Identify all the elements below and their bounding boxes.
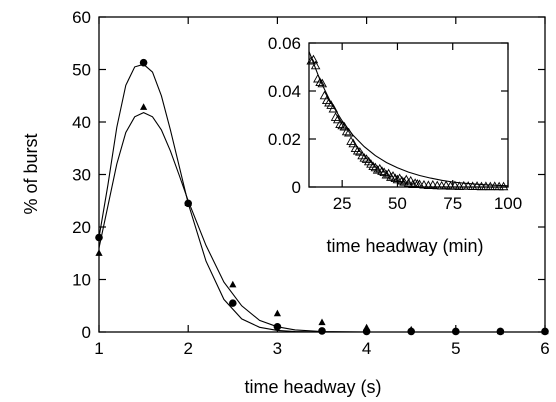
inset-open-triangle-point <box>412 178 423 188</box>
inset-open-triangle-point <box>359 153 370 162</box>
inset-open-triangle-point <box>410 178 420 187</box>
inset-x-tick-label: 100 <box>494 194 522 213</box>
inset-open-triangle-point <box>386 172 396 181</box>
inset-open-triangle-point <box>372 165 383 174</box>
main-fit-curve-2 <box>98 63 545 333</box>
inset-open-triangle-point <box>481 181 491 190</box>
inset-open-triangle-point <box>306 55 316 65</box>
inset-open-triangle-point <box>428 179 438 189</box>
main-x-tick-label: 5 <box>451 339 460 358</box>
inset-y-tick-label: 0.02 <box>268 130 301 149</box>
inset-open-triangle-point <box>319 90 330 100</box>
main-triangle-point <box>229 280 237 288</box>
inset-x-axis-label: time headway (min) <box>326 236 483 256</box>
main-frame <box>98 16 546 333</box>
main-fit-curve-3 <box>98 111 545 333</box>
inset-open-triangle-point <box>352 145 363 155</box>
main-triangle-point <box>407 325 415 333</box>
main-triangle-point <box>273 309 281 317</box>
inset-y-tick-label: 0.04 <box>268 82 301 101</box>
main-y-tick-label: 0 <box>82 323 91 342</box>
main-x-axis-label: time headway (s) <box>244 377 381 397</box>
main-triangle-point <box>363 323 371 331</box>
inset-open-triangle-point <box>489 181 500 190</box>
inset-open-triangle-point <box>368 161 378 171</box>
main-x-tick-label: 2 <box>183 339 192 358</box>
inset-open-triangle-point <box>414 179 425 189</box>
inset-open-triangle-point <box>317 78 328 88</box>
inset-x-tick-label: 50 <box>388 194 407 213</box>
inset-open-triangle-point <box>472 181 482 190</box>
inset-y-tick-label: 0 <box>292 178 301 197</box>
inset-open-triangle-point <box>377 166 387 175</box>
inset-open-triangle-point <box>381 169 392 179</box>
inset-open-triangle-point <box>392 174 403 184</box>
inset-open-triangle-point <box>450 180 460 190</box>
main-triangle-point <box>95 249 103 256</box>
inset-y-tick-label: 0.06 <box>268 34 301 53</box>
main-y-tick-label: 30 <box>72 166 91 185</box>
inset-frame <box>308 42 509 188</box>
inset-open-triangle-point <box>337 120 347 130</box>
inset-open-triangle-point <box>341 126 352 136</box>
main-triangle-point <box>318 318 326 326</box>
inset-fit-curve-1 <box>308 51 509 187</box>
main-x-tick-label: 1 <box>94 339 103 358</box>
main-triangle-point <box>140 103 148 110</box>
main-x-tick-label: 6 <box>540 339 549 358</box>
inset-open-triangle-point <box>403 178 414 187</box>
inset-x-tick-label: 75 <box>443 194 462 213</box>
main-x-tick-label: 4 <box>362 339 371 358</box>
main-y-tick-label: 10 <box>72 271 91 290</box>
inset-open-triangle-point <box>441 180 451 190</box>
inset-open-triangle-point <box>463 181 473 190</box>
inset-open-triangle-point <box>419 179 429 189</box>
inset-plot: 25 50 75 100 0 0.02 0.04 0.06 <box>268 34 522 213</box>
main-y-tick-label: 50 <box>72 61 91 80</box>
main-x-tick-label: 3 <box>273 339 282 358</box>
inset-open-triangle-point <box>332 114 343 124</box>
main-y-axis-label: % of burst <box>21 133 41 214</box>
inset-open-triangle-point <box>348 138 358 148</box>
inset-open-triangle-point <box>315 77 325 87</box>
inset-open-triangle-point <box>335 119 345 129</box>
main-y-tick-label: 40 <box>72 113 91 132</box>
inset-x-tick-label: 25 <box>333 194 352 213</box>
main-y-tick-label: 20 <box>72 218 91 237</box>
main-y-tick-label: 60 <box>72 8 91 27</box>
inset-open-triangle-point <box>432 180 443 190</box>
inset-open-triangle-point <box>399 177 409 186</box>
main-circle-point <box>229 299 237 307</box>
inset-open-triangle-point <box>328 103 339 113</box>
inset-open-triangle-point <box>459 180 469 190</box>
